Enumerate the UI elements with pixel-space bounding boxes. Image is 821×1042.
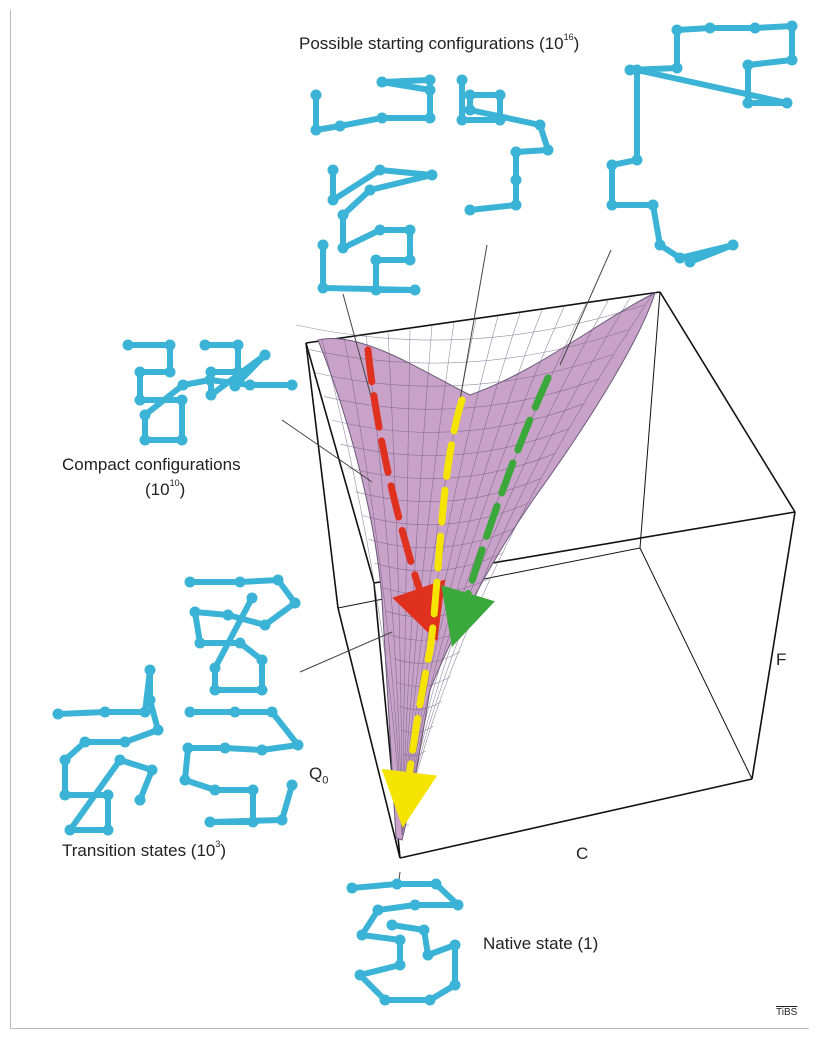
bounding-box — [305, 291, 796, 859]
compact-configurations-label: Compact configurations — [62, 455, 241, 474]
connector-lines — [281, 244, 612, 889]
transition-config-2 — [52, 664, 164, 836]
compact-configurations-count: (1010) — [145, 478, 186, 499]
red-pathway — [364, 346, 446, 642]
yellow-pathway — [381, 396, 466, 828]
transition-config-1 — [184, 574, 301, 696]
possible-starting-label: Possible starting configurations (1016) — [299, 32, 580, 53]
starting-config-3 — [317, 164, 438, 296]
journal-watermark: TiBS — [776, 1007, 798, 1018]
axis-f-label: F — [776, 650, 787, 669]
starting-config-1 — [310, 74, 436, 136]
folding-pathways — [364, 346, 552, 828]
figure-frame — [10, 10, 809, 1029]
native-config — [346, 878, 464, 1006]
transition-config-3 — [179, 706, 304, 828]
axis-c-label: C — [576, 844, 589, 863]
compact-config-2 — [199, 339, 271, 401]
green-pathway — [441, 374, 552, 647]
axis-q0-label: Q0 — [309, 764, 329, 787]
starting-config-2 — [456, 74, 554, 216]
native-state-label: Native state (1) — [483, 934, 599, 953]
transition-states-label: Transition states (103) — [62, 839, 227, 860]
starting-config-4 — [606, 20, 798, 268]
lattice-configurations — [52, 20, 798, 1006]
